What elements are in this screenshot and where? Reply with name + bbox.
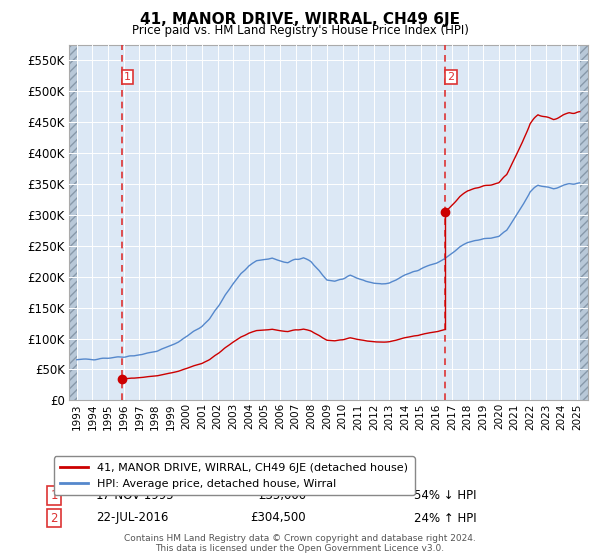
Text: 1: 1 bbox=[50, 489, 58, 502]
Text: 22-JUL-2016: 22-JUL-2016 bbox=[96, 511, 169, 525]
Text: £304,500: £304,500 bbox=[250, 511, 306, 525]
Text: 17-NOV-1995: 17-NOV-1995 bbox=[96, 489, 175, 502]
Text: 41, MANOR DRIVE, WIRRAL, CH49 6JE: 41, MANOR DRIVE, WIRRAL, CH49 6JE bbox=[140, 12, 460, 27]
Text: 54% ↓ HPI: 54% ↓ HPI bbox=[414, 489, 476, 502]
Text: Price paid vs. HM Land Registry's House Price Index (HPI): Price paid vs. HM Land Registry's House … bbox=[131, 24, 469, 36]
Legend: 41, MANOR DRIVE, WIRRAL, CH49 6JE (detached house), HPI: Average price, detached: 41, MANOR DRIVE, WIRRAL, CH49 6JE (detac… bbox=[53, 456, 415, 495]
Bar bbox=[69, 45, 77, 400]
Text: 1: 1 bbox=[124, 72, 131, 82]
Text: 2: 2 bbox=[50, 511, 58, 525]
Text: Contains HM Land Registry data © Crown copyright and database right 2024.
This d: Contains HM Land Registry data © Crown c… bbox=[124, 534, 476, 553]
Text: £35,000: £35,000 bbox=[258, 489, 306, 502]
Text: 2: 2 bbox=[447, 72, 454, 82]
Bar bbox=[580, 45, 588, 400]
Text: 24% ↑ HPI: 24% ↑ HPI bbox=[414, 511, 476, 525]
